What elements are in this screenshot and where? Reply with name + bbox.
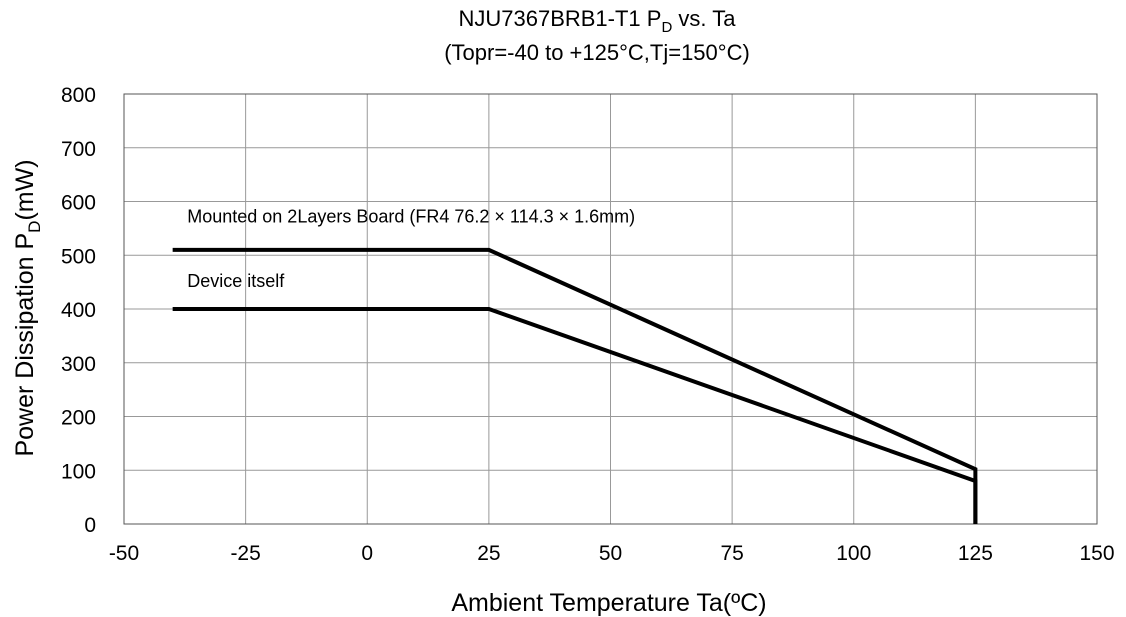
x-tick-label: 25 <box>477 542 500 565</box>
annotation-label: Device itself <box>187 271 285 291</box>
y-axis-label-tail: (mW) <box>11 159 39 220</box>
series-layer <box>172 247 978 524</box>
annotation-label: Mounted on 2Layers Board (FR4 76.2 × 114… <box>187 207 635 227</box>
x-tick-label: 100 <box>836 542 871 565</box>
x-axis-label: Ambient Temperature Ta(ºC) <box>451 589 766 617</box>
chart-title-line1: NJU7367BRB1-T1 PD vs. Ta <box>458 6 736 36</box>
y-tick-label: 800 <box>61 84 96 107</box>
x-tick-labels: -50 -25 0 25 50 75 100 125 150 <box>109 542 1115 565</box>
x-tick-label: -25 <box>230 542 260 565</box>
plot-border <box>123 93 1098 525</box>
y-axis-label: Power Dissipation PD(mW) <box>11 159 44 456</box>
x-tick-label: 75 <box>720 542 743 565</box>
x-tick-label: 125 <box>958 542 993 565</box>
series-line-1 <box>172 247 978 524</box>
annotation-layer: Mounted on 2Layers Board (FR4 76.2 × 114… <box>187 207 635 291</box>
x-tick-label: 0 <box>361 542 373 565</box>
x-tick-label: 150 <box>1079 542 1114 565</box>
y-tick-label: 200 <box>61 407 96 430</box>
chart-title-tail: vs. Ta <box>672 6 736 31</box>
y-tick-label: 400 <box>61 299 96 322</box>
x-tick-label: -50 <box>109 542 139 565</box>
y-tick-label: 500 <box>61 245 96 268</box>
x-tick-label: 50 <box>599 542 622 565</box>
series-line-2 <box>172 307 978 524</box>
y-tick-label: 0 <box>84 514 96 537</box>
chart-title-line2: (Topr=-40 to +125°C,Tj=150°C) <box>444 40 750 65</box>
y-axis-label-main: Power Dissipation P <box>11 233 39 457</box>
y-axis-label-subscript: D <box>25 221 44 233</box>
chart-title-subscript: D <box>661 19 672 36</box>
y-tick-label: 100 <box>61 460 96 483</box>
y-tick-label: 700 <box>61 138 96 161</box>
chart-title-main: NJU7367BRB1-T1 P <box>458 6 661 31</box>
y-tick-label: 600 <box>61 192 96 215</box>
plot-frame <box>123 93 1098 525</box>
y-tick-labels: 0 100 200 300 400 500 600 700 800 <box>61 84 96 537</box>
y-tick-label: 300 <box>61 353 96 376</box>
